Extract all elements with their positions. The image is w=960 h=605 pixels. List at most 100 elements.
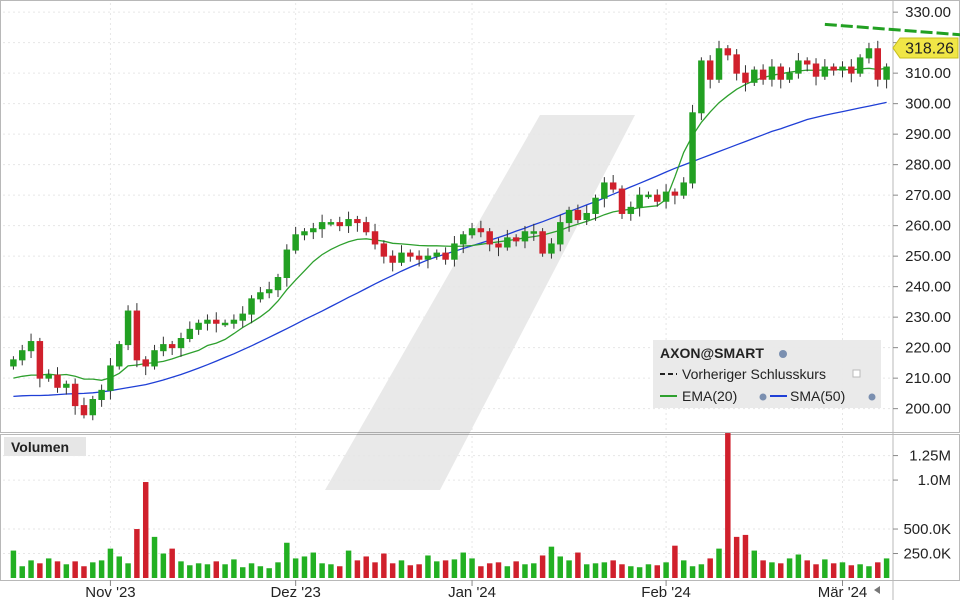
candle-body <box>689 112 696 184</box>
volume-bar <box>698 564 705 578</box>
candle-body <box>548 243 555 254</box>
volume-bar <box>830 563 837 578</box>
volume-bar <box>778 563 784 578</box>
time-tick-label: Dez '23 <box>270 584 320 600</box>
legend: AXON@SMART Vorheriger Schlusskurs EMA(20) S… <box>653 340 881 408</box>
candle-body <box>45 374 52 379</box>
volume-tick-label: 500.0K <box>903 521 951 538</box>
candle-body <box>557 222 564 245</box>
volume-bar <box>866 566 872 578</box>
candle-body <box>124 310 132 346</box>
candle-body <box>415 255 423 260</box>
candle-body <box>742 72 749 83</box>
volume-bar <box>239 567 246 578</box>
candle-body <box>98 389 105 401</box>
volume-bar <box>839 562 846 578</box>
candle-body <box>221 322 229 326</box>
volume-bar <box>407 565 414 578</box>
candle-body <box>486 231 493 245</box>
price-tick-label: 300.00 <box>905 96 951 113</box>
candle-body <box>830 66 837 71</box>
candle-body <box>257 292 264 300</box>
candle-body <box>63 383 70 388</box>
volume-bar <box>504 566 511 578</box>
volume-tick-label: 250.0K <box>903 546 951 563</box>
candle-body <box>865 48 873 59</box>
volume-bar <box>301 556 308 578</box>
candle-body <box>777 66 784 80</box>
volume-bar <box>672 545 678 578</box>
candle-body <box>248 298 255 315</box>
volume-bar <box>90 562 96 578</box>
watermark-slash <box>325 115 635 490</box>
candle-body <box>662 191 670 202</box>
volume-bar <box>654 565 661 578</box>
volume-bar <box>601 562 608 578</box>
volume-bar <box>187 565 193 578</box>
volume-bar <box>275 562 281 578</box>
candle-body <box>680 182 687 196</box>
candle-body <box>583 212 590 221</box>
candle-body <box>230 319 238 324</box>
candle-body <box>380 243 388 257</box>
candle-body <box>459 234 467 245</box>
volume-bar <box>531 563 537 578</box>
volume-bar <box>522 564 528 578</box>
volume-bar <box>434 561 440 578</box>
price-tick-label: 200.00 <box>905 401 951 418</box>
candle-body <box>856 57 864 74</box>
candle-body <box>839 66 846 71</box>
volume-bar <box>707 558 713 578</box>
candle-body <box>283 249 291 279</box>
candle-body <box>724 48 732 56</box>
volume-bar <box>354 560 361 578</box>
volume-bar <box>107 548 114 578</box>
volume-bar <box>813 564 819 578</box>
volume-bar <box>610 560 616 578</box>
candle-body <box>786 72 793 80</box>
volume-bar <box>425 555 431 578</box>
time-tick-label: Jan '24 <box>448 584 496 600</box>
legend-label-prev-close: Vorheriger Schlusskurs <box>682 366 826 382</box>
volume-bar <box>566 560 572 578</box>
last-price-label: 318.26 <box>905 40 954 57</box>
candle-body <box>451 243 458 260</box>
volume-title: Volumen <box>11 439 69 455</box>
candle-body <box>512 237 520 242</box>
candle-body <box>565 209 573 224</box>
volume-bar <box>54 561 61 578</box>
candle-body <box>803 60 811 65</box>
volume-bar <box>266 568 272 578</box>
volume-bar <box>628 566 634 578</box>
candle-body <box>213 319 220 324</box>
candle-body <box>160 344 167 352</box>
candle-body <box>618 188 626 214</box>
volume-bar <box>116 556 122 578</box>
candle-body <box>530 231 538 234</box>
candle-body <box>371 231 379 245</box>
candle-body <box>168 344 176 349</box>
candle-body <box>698 60 705 114</box>
volume-bar <box>10 550 17 578</box>
candle-body <box>310 228 317 233</box>
candle-body <box>389 255 396 263</box>
candle-body <box>812 63 820 77</box>
volume-bar <box>733 536 740 578</box>
volume-bar <box>751 550 758 578</box>
legend-symbol-icon <box>779 350 787 358</box>
volume-bar <box>725 433 731 578</box>
volume-bar <box>636 567 643 578</box>
volume-bar <box>557 556 563 578</box>
legend-ema-icon <box>759 393 767 401</box>
candle-body <box>671 191 679 196</box>
price-tick-label: 230.00 <box>905 309 951 326</box>
volume-bar <box>195 563 202 578</box>
price-tick-label: 260.00 <box>905 218 951 235</box>
candle-body <box>54 374 61 388</box>
candle-body <box>18 350 26 361</box>
candle-body <box>239 313 246 321</box>
volume-bar <box>381 553 387 578</box>
volume-bar <box>460 552 466 578</box>
price-tick-label: 330.00 <box>905 4 951 21</box>
price-tick-label: 220.00 <box>905 340 951 357</box>
